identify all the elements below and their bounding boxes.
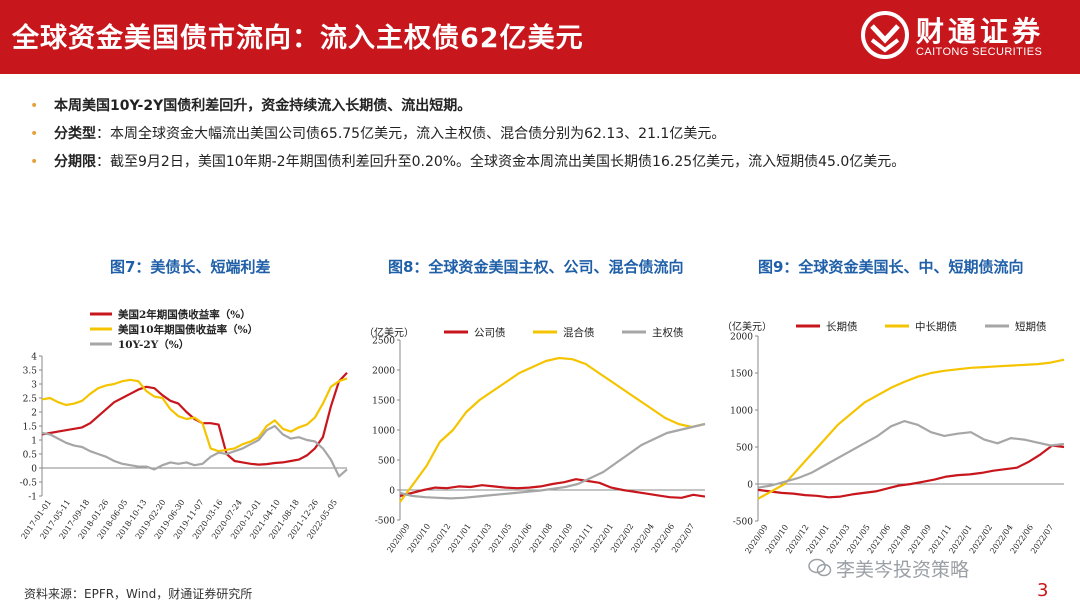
series-line	[399, 478, 706, 499]
watermark-text: 李美岑投资策略	[836, 559, 970, 581]
y-tick-label: -500	[733, 518, 753, 528]
y-tick-label: 1000	[730, 407, 753, 417]
y-tick-label: 1000	[372, 427, 395, 437]
legend-label: 长期债	[826, 320, 858, 333]
y-tick-label: 2500	[372, 337, 395, 347]
series-line	[399, 422, 706, 500]
y-tick-label: 500	[736, 444, 753, 454]
y-tick-label: 1.5	[23, 423, 38, 433]
y-tick-label: 2	[31, 409, 37, 419]
series-line	[757, 419, 1065, 489]
series-line	[757, 358, 1065, 500]
legend-label: 10Y-2Y（%）	[118, 338, 189, 351]
series-line	[41, 424, 348, 478]
y-tick-label: -500	[375, 517, 395, 527]
bullet-2: • 分类型：本周全球资金大幅流出美国公司债65.75亿美元，流入主权债、混合债分…	[28, 120, 1068, 148]
chart-8-sovereign-corporate-flows: 25002000150010005000-5002020/092020/1020…	[364, 326, 706, 554]
legend-label: 美国10年期国债收益率（%）	[118, 323, 258, 336]
bullet-text: 本周美国10Y-2Y国债利差回升，资金持续流入长期债、流出短期。	[54, 98, 472, 114]
legend-label: 美国2年期国债收益率（%）	[118, 308, 251, 321]
chart-8-title: 图8：全球资金美国主权、公司、混合债流向	[388, 258, 684, 276]
unit-label: （亿美元）	[722, 320, 772, 333]
series-line	[399, 356, 706, 503]
y-tick-label: 0.5	[23, 451, 38, 461]
series-line	[41, 372, 348, 466]
chart-9-maturity-flows: 2000150010005000-5002020/092020/102020/1…	[722, 320, 1065, 555]
bullet-dot: •	[30, 154, 39, 170]
legend-label: 短期债	[1015, 320, 1047, 333]
legend-label: 混合债	[563, 326, 595, 339]
bullet-text: ：本周全球资金大幅流出美国公司债65.75亿美元，流入主权债、混合债分别为62.…	[96, 126, 726, 142]
y-tick-label: 2000	[372, 367, 395, 377]
series-line	[41, 377, 348, 453]
unit-label: （亿美元）	[364, 326, 414, 339]
y-tick-label: 1500	[730, 370, 753, 380]
bullet-dot: •	[30, 98, 39, 114]
bullet-label: 分类型	[54, 126, 96, 142]
y-tick-label: -1	[28, 493, 37, 503]
y-tick-label: 0	[31, 465, 37, 475]
bullet-dot: •	[30, 126, 39, 142]
y-tick-label: 0	[389, 487, 395, 497]
logo-english-text: CAITONG SECURITIES	[916, 46, 1043, 58]
y-tick-label: 2000	[730, 333, 753, 343]
summary-bullets: • 本周美国10Y-2Y国债利差回升，资金持续流入长期债、流出短期。 • 分类型…	[28, 92, 1068, 176]
y-tick-label: 1	[31, 437, 37, 447]
bullet-text: ：截至9月2日，美国10年期-2年期国债利差回升至0.20%。全球资金本周流出美…	[96, 154, 906, 170]
y-tick-label: 3.5	[23, 367, 38, 377]
legend-label: 主权债	[652, 326, 684, 339]
page-title: 全球资金美国债市流向：流入主权债62亿美元	[12, 23, 584, 54]
bullet-3: • 分期限：截至9月2日，美国10年期-2年期国债利差回升至0.20%。全球资金…	[28, 148, 1068, 176]
bullet-1: • 本周美国10Y-2Y国债利差回升，资金持续流入长期债、流出短期。	[28, 92, 1068, 120]
y-tick-label: 3	[31, 381, 37, 391]
legend-label: 中长期债	[915, 320, 957, 333]
y-tick-label: 0	[747, 481, 753, 491]
y-tick-label: -0.5	[20, 479, 38, 489]
header-bar: 全球资金美国债市流向：流入主权债62亿美元 财通证券 CAITONG SECUR…	[0, 0, 1080, 74]
chart-7-title: 图7：美债长、短端利差	[110, 258, 271, 276]
y-tick-label: 1500	[372, 397, 395, 407]
chart-9-title: 图9：全球资金美国长、中、短期债流向	[758, 258, 1024, 276]
chart-7-yield-spread: 43.532.521.510.50-0.5-12017-01-012017-05…	[19, 308, 348, 541]
y-tick-label: 4	[31, 353, 37, 363]
wechat-icon	[808, 558, 832, 577]
source-note: 资料来源：EPFR，Wind，财通证券研究所	[24, 587, 253, 601]
y-tick-label: 2.5	[23, 395, 38, 405]
page-number: 3	[1037, 580, 1049, 601]
bullet-label: 分期限	[54, 154, 96, 170]
series-line	[757, 444, 1065, 499]
brand-logo: 财通证券 CAITONG SECURITIES	[860, 6, 1075, 68]
y-tick-label: 500	[378, 457, 395, 467]
logo-chinese-text: 财通证券	[916, 15, 1045, 48]
legend-label: 公司债	[474, 326, 506, 339]
caitong-logo-icon	[861, 11, 909, 59]
